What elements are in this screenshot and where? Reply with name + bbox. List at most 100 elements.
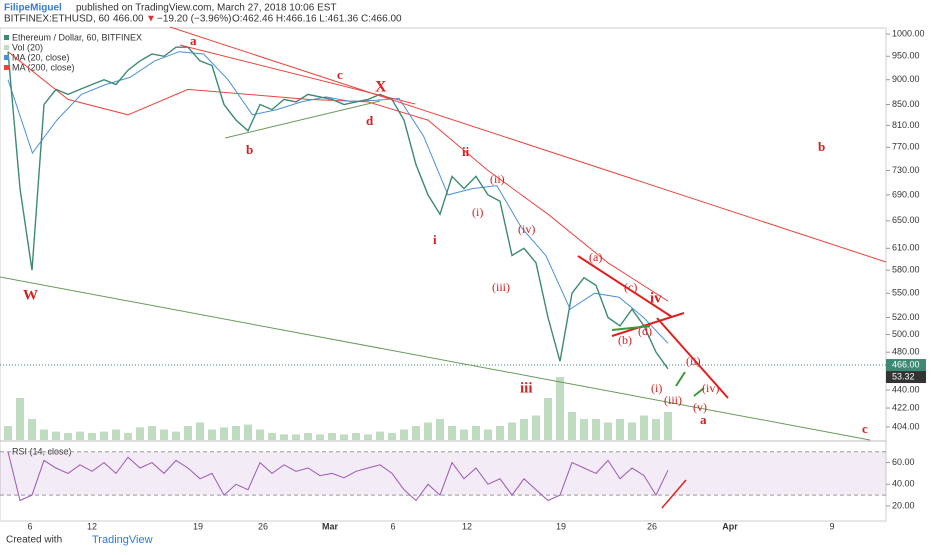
x-tick-label: 6 bbox=[27, 521, 32, 531]
y-tick-label: 770.00 bbox=[892, 142, 920, 152]
x-tick-label: 12 bbox=[87, 521, 97, 531]
series-line bbox=[7, 46, 669, 370]
wave-label: i bbox=[433, 232, 437, 247]
volume-bar bbox=[196, 422, 204, 440]
volume-bar bbox=[352, 433, 360, 440]
legend: Vol (20) bbox=[12, 42, 43, 52]
volume-bar bbox=[592, 419, 600, 440]
volume-bar bbox=[340, 434, 348, 440]
volume-bar bbox=[268, 433, 276, 440]
wave-label: (v) bbox=[693, 400, 707, 414]
annotations: a c X d b W ii i (ii) (i) (iv) (iii) iii… bbox=[23, 33, 868, 436]
series-line bbox=[7, 51, 669, 344]
volume-bar bbox=[448, 426, 456, 440]
wave-label: (a) bbox=[589, 250, 602, 264]
volume-bar bbox=[604, 422, 612, 440]
wave-label: iv bbox=[650, 290, 662, 306]
x-tick-label: Apr bbox=[722, 521, 738, 531]
volume-bar bbox=[304, 433, 312, 440]
volume-bar bbox=[124, 433, 132, 440]
y-tick-label: 730.00 bbox=[892, 165, 920, 175]
change: −19.20 (−3.96%) bbox=[157, 14, 232, 25]
author: FilipeMiguel bbox=[4, 3, 62, 14]
y-tick-label: 610.00 bbox=[892, 243, 920, 253]
volume-bar bbox=[244, 424, 252, 440]
y-tick-label: 550.00 bbox=[892, 288, 920, 298]
x-tick-label: Mar bbox=[322, 521, 339, 531]
volume-bar bbox=[472, 426, 480, 440]
volume-bar bbox=[256, 429, 264, 440]
y-tick-label: 520.00 bbox=[892, 312, 920, 322]
y-tick-label: 500.00 bbox=[892, 329, 920, 339]
legend: MA (200, close) bbox=[12, 62, 75, 72]
x-tick-label: 12 bbox=[462, 521, 472, 531]
volume-bar bbox=[580, 419, 588, 440]
volume-bar bbox=[436, 419, 444, 440]
y-tick-label: 850.00 bbox=[892, 99, 920, 109]
last: 466.00 bbox=[113, 14, 144, 25]
volume-bar bbox=[40, 429, 48, 440]
volume-bar bbox=[172, 431, 180, 440]
y-tick-label: 40.00 bbox=[892, 479, 915, 489]
wave-label: (ii) bbox=[490, 172, 505, 186]
rsi-band bbox=[0, 451, 886, 496]
volume-bar bbox=[496, 426, 504, 440]
y-tick-label: 1000.00 bbox=[892, 28, 925, 38]
volume-bar bbox=[640, 415, 648, 440]
wave-label: c bbox=[862, 421, 868, 436]
footer-brand: TradingView bbox=[92, 534, 153, 546]
plot-frame bbox=[0, 27, 887, 522]
wave-label: (i) bbox=[472, 205, 483, 219]
wave-label: b bbox=[818, 139, 825, 154]
volume-bar bbox=[136, 427, 144, 440]
footer-text: Created with bbox=[6, 535, 62, 546]
wave-label: (d) bbox=[638, 324, 652, 338]
legend: RSI (14, close) bbox=[12, 446, 72, 456]
volume-bar bbox=[112, 429, 120, 440]
volume-bar bbox=[616, 419, 624, 440]
volume-bar bbox=[160, 429, 168, 440]
rsi-value-label: 53.32 bbox=[892, 371, 915, 381]
volume-bar bbox=[316, 434, 324, 440]
y-tick-label: 440.00 bbox=[892, 384, 920, 394]
volume-bar bbox=[28, 419, 36, 440]
trendlines bbox=[0, 26, 887, 509]
published: published on TradingView.com, March 27, … bbox=[76, 3, 337, 14]
x-tick-label: 6 bbox=[390, 521, 395, 531]
wave-label: (b) bbox=[618, 333, 632, 347]
y-tick-label: 650.00 bbox=[892, 215, 920, 225]
wave-label: (i) bbox=[651, 381, 662, 395]
volume-bar bbox=[208, 429, 216, 440]
volume-bar bbox=[76, 431, 84, 440]
volume-bar bbox=[544, 398, 552, 440]
x-tick-label: 26 bbox=[258, 521, 268, 531]
legend-swatch bbox=[4, 45, 9, 50]
legend: MA (20, close) bbox=[12, 52, 70, 62]
volume-bar bbox=[568, 412, 576, 440]
wave-label: iii bbox=[520, 380, 533, 396]
y-tick-label: 690.00 bbox=[892, 189, 920, 199]
volume-bar bbox=[328, 433, 336, 440]
volume-bar bbox=[232, 426, 240, 440]
x-tick-label: 9 bbox=[829, 521, 834, 531]
volume-bar bbox=[460, 429, 468, 440]
volume-bar bbox=[400, 429, 408, 440]
legend: Ethereum / Dollar, 60, BITFINEX bbox=[12, 32, 142, 42]
y-tick-label: 580.00 bbox=[892, 265, 920, 275]
y-tick-label: 900.00 bbox=[892, 74, 920, 84]
wave-label: (iii) bbox=[492, 280, 510, 294]
y-tick-label: 60.00 bbox=[892, 457, 915, 467]
y-tick-label: 404.00 bbox=[892, 421, 920, 431]
volume-bar bbox=[388, 433, 396, 440]
x-tick-label: 19 bbox=[193, 521, 203, 531]
volume-bar bbox=[64, 433, 72, 440]
volume-bar bbox=[220, 427, 228, 440]
y-tick-label: 480.00 bbox=[892, 347, 920, 357]
wave-label: X bbox=[375, 79, 387, 96]
volume-bar bbox=[52, 431, 60, 440]
wave-label: d bbox=[366, 113, 374, 128]
ohlc: O:462.46 H:466.16 L:461.36 C:466.00 bbox=[232, 14, 402, 25]
symbol: BITFINEX:ETHUSD, 60 bbox=[4, 14, 110, 25]
x-tick-label: 19 bbox=[556, 521, 566, 531]
